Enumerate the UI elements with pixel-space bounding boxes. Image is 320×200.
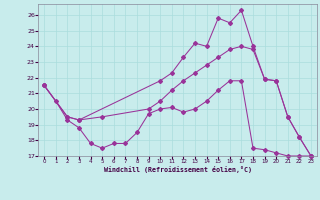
X-axis label: Windchill (Refroidissement éolien,°C): Windchill (Refroidissement éolien,°C) — [104, 166, 252, 173]
